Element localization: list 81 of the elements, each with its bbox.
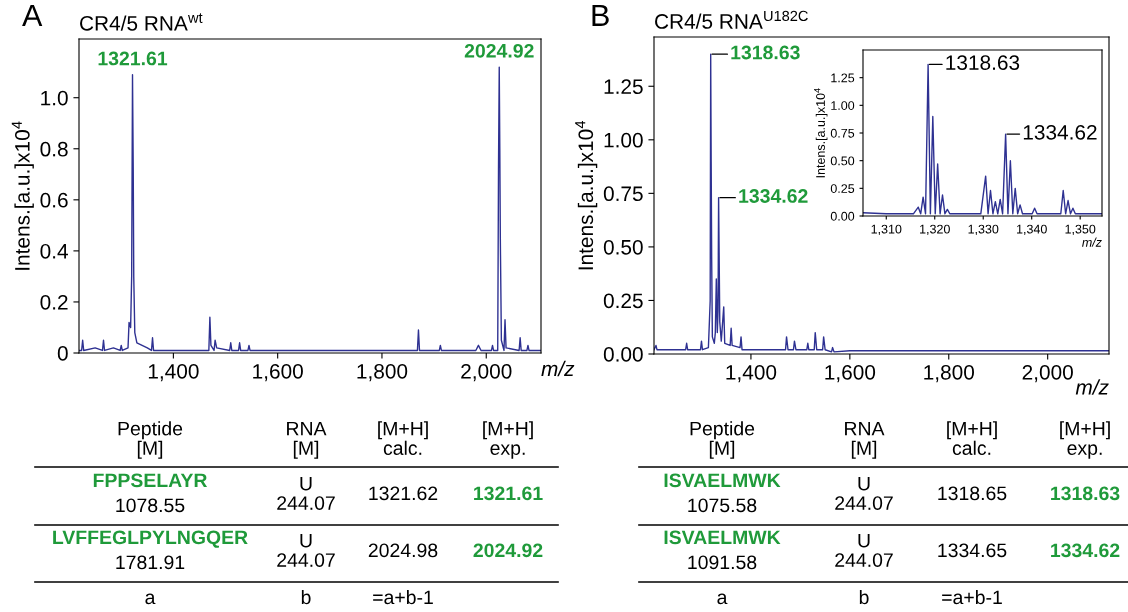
text: a [145, 593, 156, 605]
y-tick-label: 1.00 [604, 132, 643, 148]
x-tick-label: 1,600 [253, 363, 303, 382]
text: 1078.55 [116, 498, 185, 513]
x-tick-label: 2,000 [1022, 364, 1073, 383]
y-tick-label: 0.6 [40, 192, 68, 208]
x-tick-label: 1,600 [825, 364, 876, 383]
y-tick-label: 0.00 [603, 347, 643, 362]
text: 1334.62 [1051, 543, 1120, 558]
x-tick-label: 1,330 [968, 224, 999, 235]
annotation: 2024.92 [464, 43, 534, 58]
y-tick-label: 0.4 [40, 243, 68, 259]
y-tick-label: 0.25 [830, 184, 855, 193]
y-tick-label: 1.25 [604, 79, 643, 95]
x-tick-label: 1,400 [148, 363, 199, 382]
y-tick-label: 0.50 [830, 156, 855, 166]
text: [M+H] calc. [378, 421, 428, 455]
x-tick-label: 1,350 [1065, 224, 1096, 235]
text: ISVAELMWK [664, 473, 781, 488]
text: 1321.61 [474, 486, 543, 501]
text: Peptide [M] [118, 421, 183, 459]
text: 1334.65 [938, 543, 1007, 558]
y-tick-label: 0 [57, 346, 68, 361]
text: ISVAELMWK [664, 530, 781, 545]
text: 1318.65 [938, 486, 1007, 501]
text: U 244.07 [835, 533, 893, 567]
x-axis-title: m/z [541, 360, 575, 377]
y-tick-label: 1.0 [41, 90, 68, 106]
text: 2024.98 [368, 543, 438, 558]
annotation: 1321.61 [98, 51, 168, 66]
y-tick-label: 1.00 [831, 101, 855, 110]
x-tick-label: 1,400 [726, 364, 777, 383]
text: B [592, 4, 609, 26]
text: 1075.58 [688, 498, 757, 513]
y-tick-label: 0.2 [40, 294, 68, 310]
y-tick-label: 0.8 [40, 141, 68, 157]
annotation: 1334.62 [739, 189, 808, 203]
x-tick-label: 1,340 [1017, 224, 1047, 235]
text: U 244.07 [277, 533, 335, 567]
x-axis-title: m/z [1075, 379, 1109, 395]
text: 1091.58 [688, 555, 757, 570]
text: a [717, 593, 728, 605]
y-tick-label: 0.25 [603, 293, 643, 309]
text: =a+b-1 [373, 589, 433, 605]
text: [M+H] exp. [1060, 421, 1110, 459]
x-axis-title: m/z [1082, 237, 1102, 247]
x-tick-label: 1,310 [871, 224, 902, 235]
text: 1781.91 [116, 555, 185, 570]
annotation: 1318.63 [731, 45, 800, 60]
text: A [22, 4, 43, 26]
y-tick-label: 0.75 [830, 128, 855, 138]
text: b [301, 589, 311, 605]
x-tick-label: 2,000 [461, 363, 512, 382]
text: b [859, 589, 869, 605]
text: U 244.07 [277, 476, 335, 510]
text: Peptide [M] [690, 421, 755, 459]
chart-title: CR4/5 RNA$^{wt}$ [80, 13, 203, 31]
y-tick-label: 0.75 [603, 186, 643, 202]
annotation: 1318.63 [946, 55, 1020, 70]
y-axis-title: Intens.[a.u.]x10$^{4}$ [11, 121, 34, 270]
text: RNA [M] [287, 421, 327, 459]
text: U 244.07 [835, 476, 893, 510]
text: [M+H] exp. [483, 421, 533, 459]
text: [M+H] calc. [947, 421, 997, 455]
text: FPPSELAYR [93, 473, 208, 488]
y-tick-label: 0.50 [603, 239, 643, 255]
y-axis-title: Intens.[a.u.]x10$^{4}$ [814, 88, 828, 178]
text: LVFFEGLPYLNGQER [53, 530, 248, 548]
text: RNA [M] [845, 421, 885, 459]
y-axis-title: Intens.[a.u.]x10$^{4}$ [575, 120, 598, 270]
y-tick-label: 1.25 [831, 73, 855, 83]
x-tick-label: 1,800 [357, 363, 408, 382]
text: =a+b-1 [942, 589, 1002, 605]
x-tick-label: 1,320 [920, 224, 950, 235]
x-tick-label: 1,800 [924, 364, 975, 383]
annotation: 1334.62 [1023, 124, 1097, 140]
text: 1321.62 [369, 486, 438, 501]
chart-title: CR4/5 RNA$^{U182C}$ [655, 10, 808, 29]
text: 2024.92 [473, 543, 543, 558]
y-tick-label: 0.00 [830, 211, 855, 221]
text: 1318.63 [1051, 486, 1120, 501]
